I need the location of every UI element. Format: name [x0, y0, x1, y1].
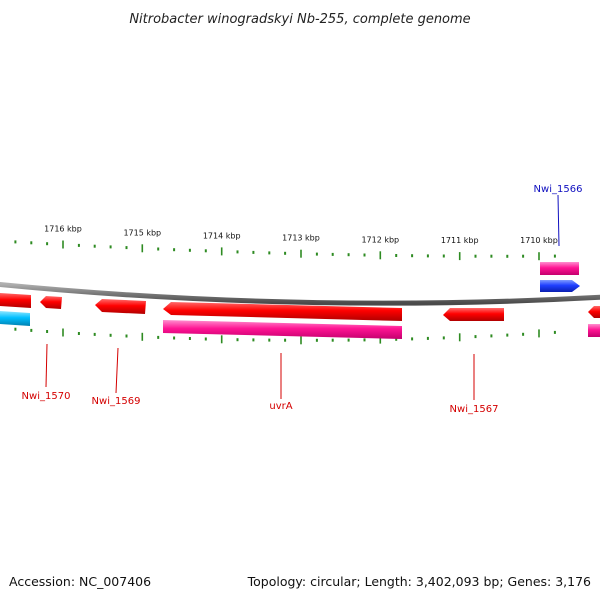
accession-text: Accession: NC_007406: [9, 574, 151, 589]
gene-uvra[interactable]: [163, 302, 402, 321]
label-nwi-1567[interactable]: Nwi_1567: [450, 404, 499, 415]
gene-labels: Nwi_1570 Nwi_1569 uvrA Nwi_1567 Nwi_1566: [22, 184, 583, 415]
reverse-strand-features: [0, 262, 600, 339]
gene-nwi-1565-fragment[interactable]: [588, 306, 600, 318]
label-nwi-1570[interactable]: Nwi_1570: [22, 391, 71, 402]
genome-summary-text: Topology: circular; Length: 3,402,093 bp…: [247, 574, 591, 589]
label-leader-nwi-1566: [557, 194, 560, 247]
label-leader-nwi-1570: [45, 343, 48, 388]
gene-nwi-1569[interactable]: [95, 299, 146, 314]
gene-nwi-1567[interactable]: [443, 308, 504, 321]
feature-pink-uvra-region[interactable]: [163, 320, 402, 339]
scale-tick-label: 1711 kbp: [441, 236, 479, 245]
feature-pink-nwi-1566-region[interactable]: [540, 262, 579, 275]
forward-strand-features: [0, 280, 600, 321]
scale-ruler-upper: [14, 240, 556, 261]
scale-ruler-lower: [14, 327, 556, 345]
scale-tick-label: 1710 kbp: [520, 236, 558, 245]
feature-pink-fragment[interactable]: [588, 324, 600, 337]
label-nwi-1566[interactable]: Nwi_1566: [534, 184, 583, 195]
gene-nwi-1566[interactable]: [540, 280, 580, 292]
scale-tick-label: 1716 kbp: [44, 225, 82, 234]
scale-tick-label: 1714 kbp: [203, 231, 241, 240]
label-nwi-1569[interactable]: Nwi_1569: [92, 396, 141, 407]
label-leader-nwi-1569: [115, 347, 119, 394]
genome-backbone: [0, 281, 600, 306]
feature-cyan-fragment[interactable]: [0, 311, 30, 326]
label-uvra[interactable]: uvrA: [269, 401, 292, 412]
gene-nwi-1570[interactable]: [40, 296, 62, 309]
scale-tick-labels: 1716 kbp 1715 kbp 1714 kbp 1713 kbp 1712 kbp…: [44, 225, 558, 246]
scale-tick-label: 1713 kbp: [282, 234, 320, 243]
map-title: Nitrobacter winogradskyi Nb-255, complet…: [129, 12, 470, 27]
scale-tick-label: 1712 kbp: [361, 235, 399, 244]
gene-nwi-1571-fragment[interactable]: [0, 293, 31, 308]
scale-tick-label: 1715 kbp: [123, 228, 161, 237]
